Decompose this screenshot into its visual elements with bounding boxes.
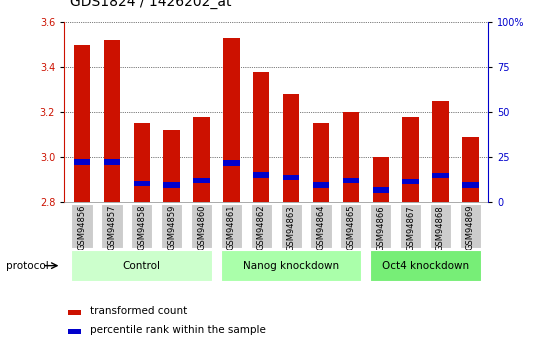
Text: protocol: protocol <box>6 261 49 270</box>
Bar <box>74 45 90 202</box>
Bar <box>253 72 270 202</box>
Text: GSM94856: GSM94856 <box>78 205 86 250</box>
Bar <box>133 124 150 202</box>
Text: GSM94865: GSM94865 <box>347 205 355 250</box>
Text: GSM94860: GSM94860 <box>197 205 206 250</box>
Bar <box>432 173 449 178</box>
Bar <box>313 124 329 202</box>
Bar <box>71 250 212 281</box>
Bar <box>193 117 210 202</box>
Bar <box>223 160 239 166</box>
Bar <box>402 117 419 202</box>
Bar <box>71 204 93 248</box>
Bar <box>400 204 421 248</box>
Text: GSM94858: GSM94858 <box>137 205 146 250</box>
Bar <box>253 172 270 178</box>
Text: GSM94866: GSM94866 <box>376 205 385 250</box>
Bar <box>133 180 150 186</box>
Bar <box>161 204 182 248</box>
Text: percentile rank within the sample: percentile rank within the sample <box>90 325 266 335</box>
Bar <box>191 204 212 248</box>
Text: transformed count: transformed count <box>90 306 187 316</box>
Text: GSM94862: GSM94862 <box>257 205 266 250</box>
Bar <box>131 204 152 248</box>
Bar <box>313 182 329 188</box>
Bar <box>370 250 481 281</box>
Bar <box>402 179 419 184</box>
Bar <box>432 101 449 202</box>
Bar <box>69 310 81 315</box>
Bar <box>221 250 362 281</box>
Text: GSM94861: GSM94861 <box>227 205 236 250</box>
Text: Control: Control <box>123 261 161 270</box>
Bar <box>104 40 120 202</box>
Bar <box>281 204 302 248</box>
Bar <box>104 159 120 165</box>
Bar <box>223 38 239 202</box>
Bar <box>251 204 272 248</box>
Bar <box>283 94 299 202</box>
Bar <box>462 182 479 188</box>
Text: GSM94867: GSM94867 <box>406 205 415 250</box>
Text: GSM94863: GSM94863 <box>287 205 296 250</box>
Bar <box>373 187 389 193</box>
Bar <box>163 130 180 202</box>
Bar <box>373 157 389 202</box>
Bar <box>343 112 359 202</box>
Bar <box>430 204 451 248</box>
Bar <box>460 204 481 248</box>
Bar <box>340 204 362 248</box>
Bar <box>74 159 90 165</box>
Text: Oct4 knockdown: Oct4 knockdown <box>382 261 469 270</box>
Bar <box>370 204 391 248</box>
Bar <box>462 137 479 202</box>
Text: GSM94859: GSM94859 <box>167 205 176 250</box>
Text: GSM94868: GSM94868 <box>436 205 445 250</box>
Bar <box>193 178 210 184</box>
Bar <box>69 329 81 334</box>
Bar <box>102 204 123 248</box>
Bar <box>163 182 180 188</box>
Bar <box>343 178 359 184</box>
Bar <box>310 204 331 248</box>
Text: GSM94869: GSM94869 <box>466 205 475 250</box>
Text: GDS1824 / 1426202_at: GDS1824 / 1426202_at <box>70 0 231 9</box>
Bar <box>221 204 242 248</box>
Text: Nanog knockdown: Nanog knockdown <box>243 261 339 270</box>
Text: GSM94857: GSM94857 <box>108 205 117 250</box>
Bar <box>283 175 299 180</box>
Text: GSM94864: GSM94864 <box>316 205 325 250</box>
